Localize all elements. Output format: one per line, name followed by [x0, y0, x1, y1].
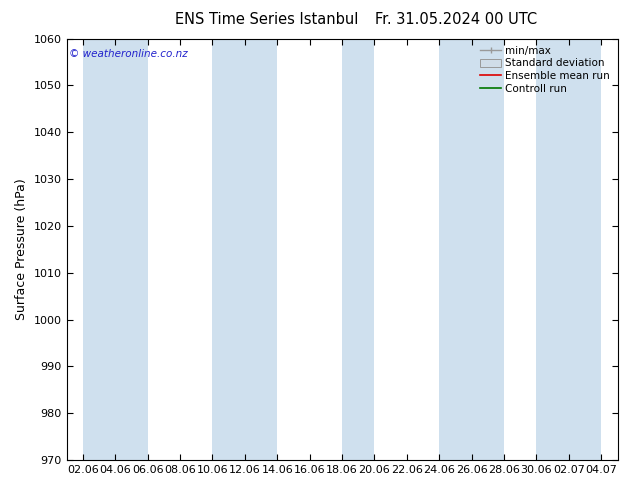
Bar [536, 39, 569, 460]
Bar [472, 39, 504, 460]
Bar [439, 39, 472, 460]
Bar [569, 39, 601, 460]
Y-axis label: Surface Pressure (hPa): Surface Pressure (hPa) [15, 178, 28, 320]
Bar [212, 39, 245, 460]
Text: © weatheronline.co.nz: © weatheronline.co.nz [69, 49, 188, 59]
Bar [245, 39, 277, 460]
Bar [342, 39, 375, 460]
Text: Fr. 31.05.2024 00 UTC: Fr. 31.05.2024 00 UTC [375, 12, 538, 27]
Bar [83, 39, 115, 460]
Bar [115, 39, 148, 460]
Text: ENS Time Series Istanbul: ENS Time Series Istanbul [174, 12, 358, 27]
Legend: min/max, Standard deviation, Ensemble mean run, Controll run: min/max, Standard deviation, Ensemble me… [479, 44, 612, 96]
